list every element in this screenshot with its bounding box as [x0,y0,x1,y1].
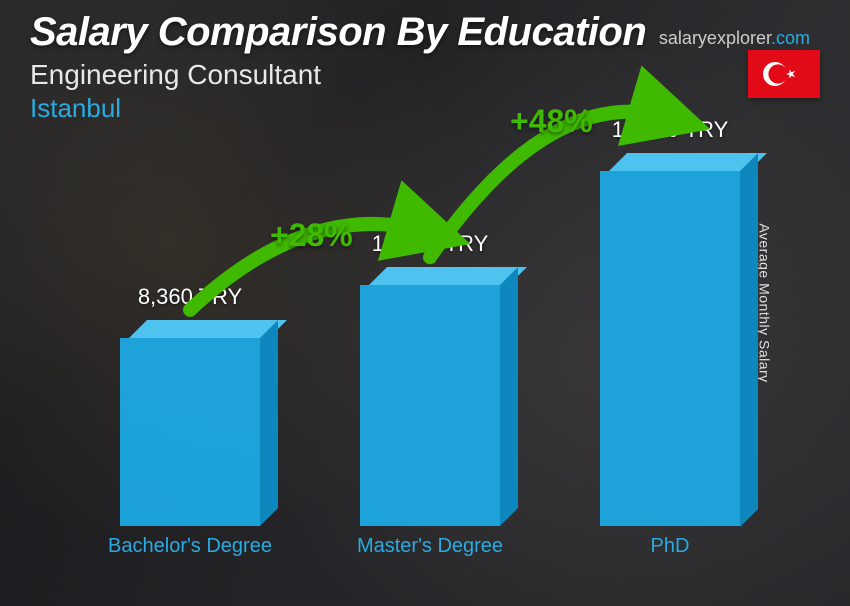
attribution-text: salaryexplorer [659,28,771,48]
attribution-suffix: .com [771,28,810,48]
increase-arrow-icon [80,106,800,586]
bar-chart: 8,360 TRYBachelor's Degree10,700 TRYMast… [80,106,800,586]
attribution: salaryexplorer.com [659,28,810,49]
increase-label: +48% [510,103,593,140]
subtitle: Engineering Consultant [30,59,820,91]
flag-turkey-icon [748,50,820,98]
